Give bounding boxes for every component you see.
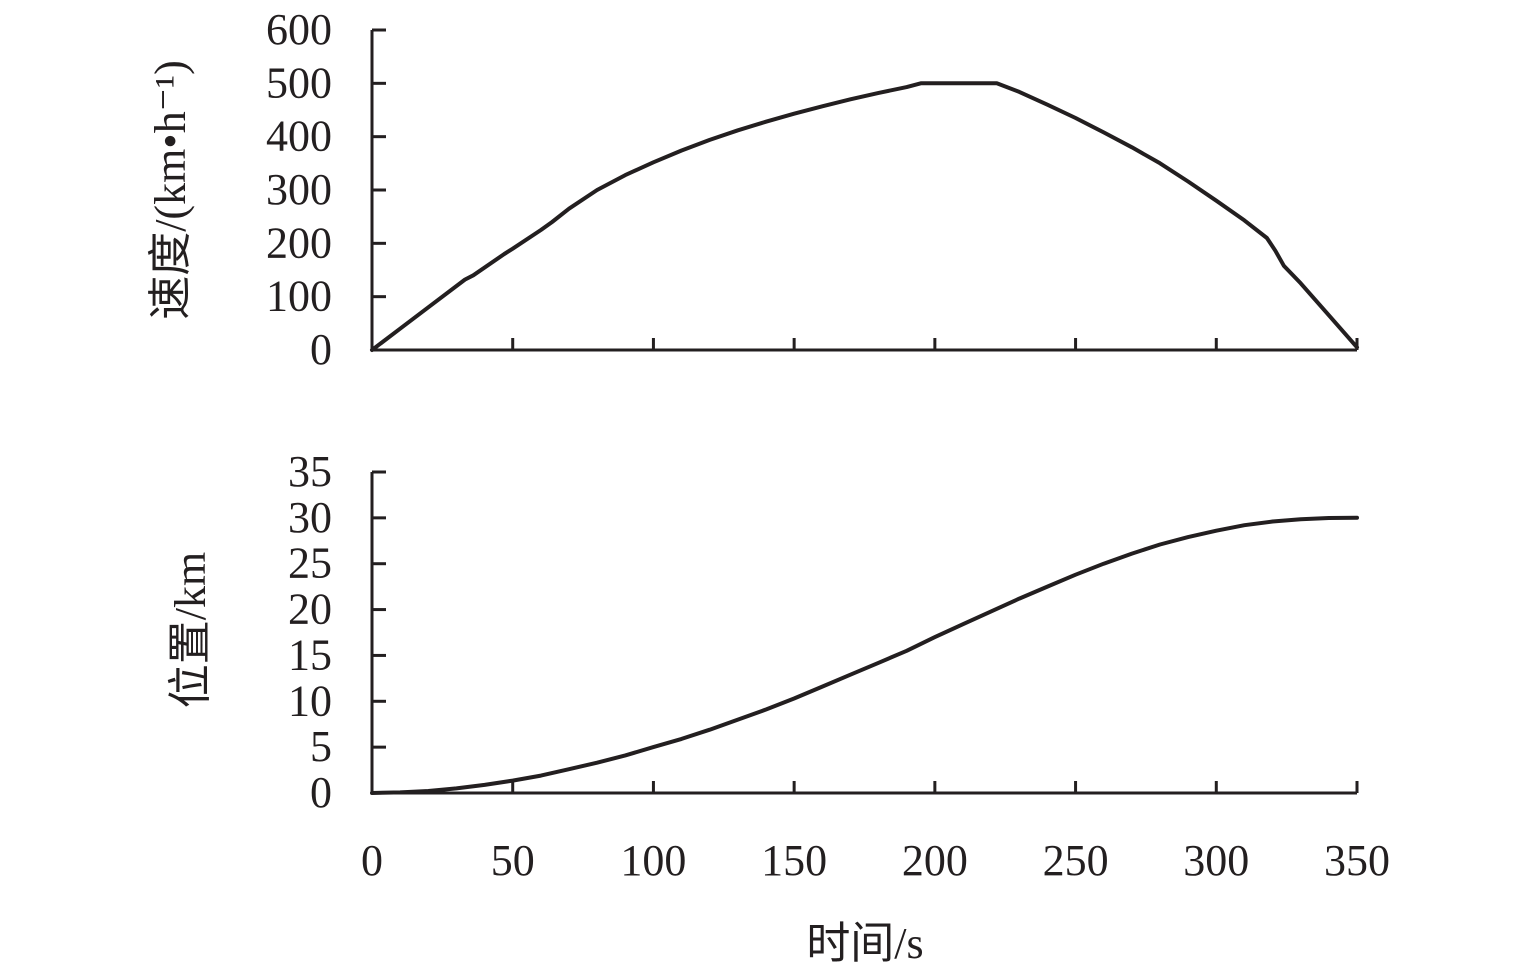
velocity-y-tick-label: 600 xyxy=(266,5,332,54)
position-x-tick-label: 150 xyxy=(761,836,827,885)
position-y-tick-label: 20 xyxy=(288,585,332,634)
velocity-series-line xyxy=(370,81,1359,352)
position-y-tick-label: 10 xyxy=(288,676,332,725)
velocity-y-tick-label: 300 xyxy=(266,165,332,214)
position-y-tick-label: 30 xyxy=(288,493,332,542)
velocity-y-tick-label: 500 xyxy=(266,58,332,107)
position-x-tick-label: 350 xyxy=(1324,836,1390,885)
position-y-tick-label: 25 xyxy=(288,539,332,588)
position-x-tick-label: 50 xyxy=(491,836,535,885)
position-y-tick-label: 35 xyxy=(288,447,332,496)
position-series-line xyxy=(370,515,1359,795)
position-y-tick-label: 5 xyxy=(310,722,332,771)
position-y-tick-label: 0 xyxy=(310,768,332,817)
position-x-tick-label: 300 xyxy=(1183,836,1249,885)
position-x-tick-label: 100 xyxy=(620,836,686,885)
velocity-y-tick-label: 200 xyxy=(266,218,332,267)
velocity-y-tick-label: 0 xyxy=(310,325,332,374)
position-y-tick-label: 15 xyxy=(288,630,332,679)
velocity-y-tick-label: 100 xyxy=(266,272,332,321)
velocity-y-tick-label: 400 xyxy=(266,112,332,161)
position-x-tick-label: 250 xyxy=(1043,836,1109,885)
position-x-tick-label: 0 xyxy=(361,836,383,885)
position-y-axis-title: 位置/km xyxy=(166,552,215,708)
position-x-axis-title: 时间/s xyxy=(806,919,923,968)
velocity-y-axis-title: 速度/(km•h⁻¹) xyxy=(146,60,195,320)
position-x-tick-label: 200 xyxy=(902,836,968,885)
